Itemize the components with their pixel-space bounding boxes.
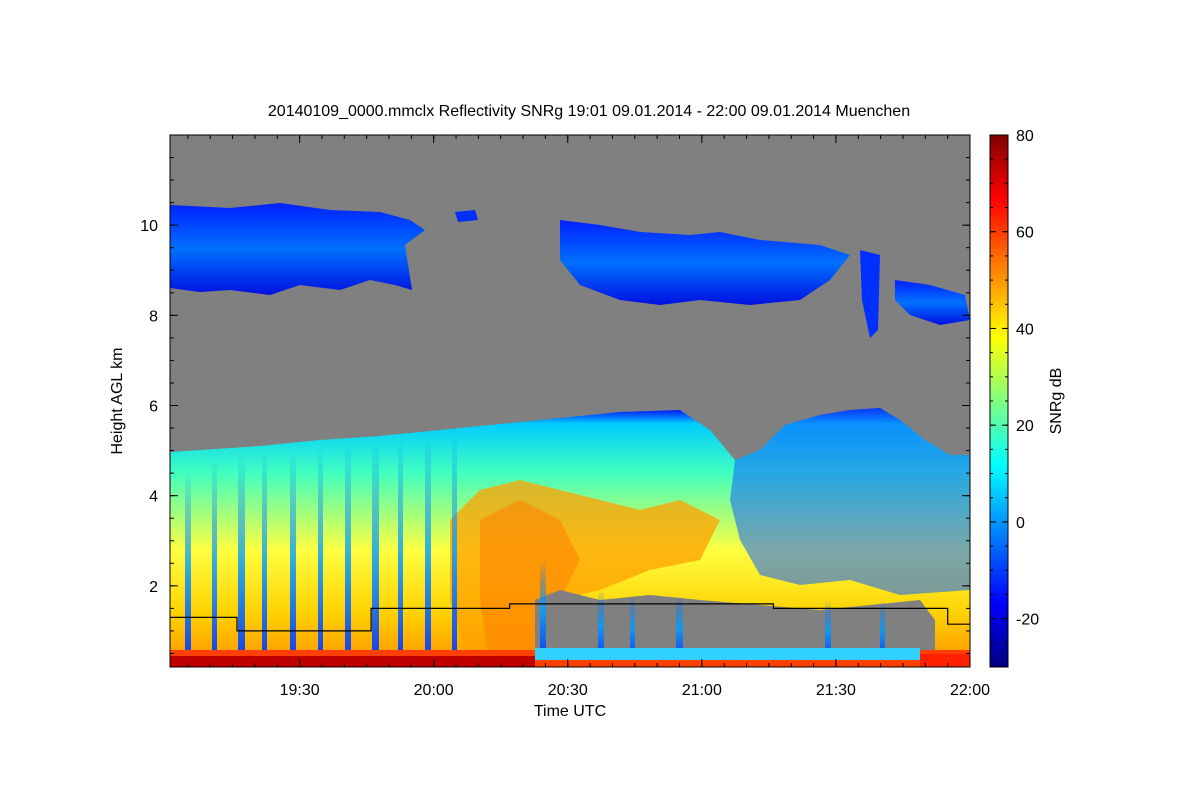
cb-tick-label: 20	[1016, 418, 1034, 435]
precip-core-2	[480, 500, 580, 667]
y-tick-label: 8	[149, 308, 158, 325]
x-tick-label: 21:30	[816, 682, 856, 699]
y-tick-label: 4	[149, 489, 158, 506]
x-tick-label: 20:00	[414, 682, 454, 699]
cb-tick-label: 0	[1016, 515, 1025, 532]
x-axis-ticks: 19:30 20:00 20:30 21:00 21:30 22:00	[187, 135, 990, 699]
cb-tick-label: 60	[1016, 225, 1034, 242]
plot-frame	[169, 134, 971, 668]
chart-title: 20140109_0000.mmclx Reflectivity SNRg 19…	[268, 103, 910, 120]
surface-return-hot	[170, 656, 535, 667]
upper-cloud-4	[860, 250, 880, 338]
x-axis-label: Time UTC	[534, 703, 606, 720]
x-tick-label: 22:00	[950, 682, 990, 699]
y-tick-label: 6	[149, 399, 158, 416]
y-axis-ticks: 2 4 6 8 10	[140, 134, 970, 654]
x-tick-label: 20:30	[548, 682, 588, 699]
y-tick-label: 2	[149, 579, 158, 596]
right-cool-region	[730, 408, 970, 595]
x-tick-label: 19:30	[280, 682, 320, 699]
colorbar-label: SNRg dB	[1048, 368, 1065, 435]
cb-tick-label: 80	[1016, 128, 1034, 145]
surface-return-edge	[920, 654, 970, 667]
y-tick-label: 10	[140, 218, 158, 235]
x-tick-label: 21:00	[682, 682, 722, 699]
boundary-line	[170, 603, 970, 632]
y-axis-label: Height AGL km	[109, 347, 126, 454]
upper-cloud-2	[560, 220, 850, 305]
surface-return-cool	[535, 648, 920, 660]
precip-streaks	[185, 435, 885, 660]
upper-cloud-5	[455, 210, 478, 222]
upper-cloud-1	[170, 203, 425, 295]
colorbar-ticks: -20 0 20 40 60 80	[990, 128, 1039, 668]
cb-tick-label: -20	[1016, 612, 1039, 629]
cb-tick-label: 40	[1016, 321, 1034, 338]
upper-cloud-3	[895, 280, 970, 325]
